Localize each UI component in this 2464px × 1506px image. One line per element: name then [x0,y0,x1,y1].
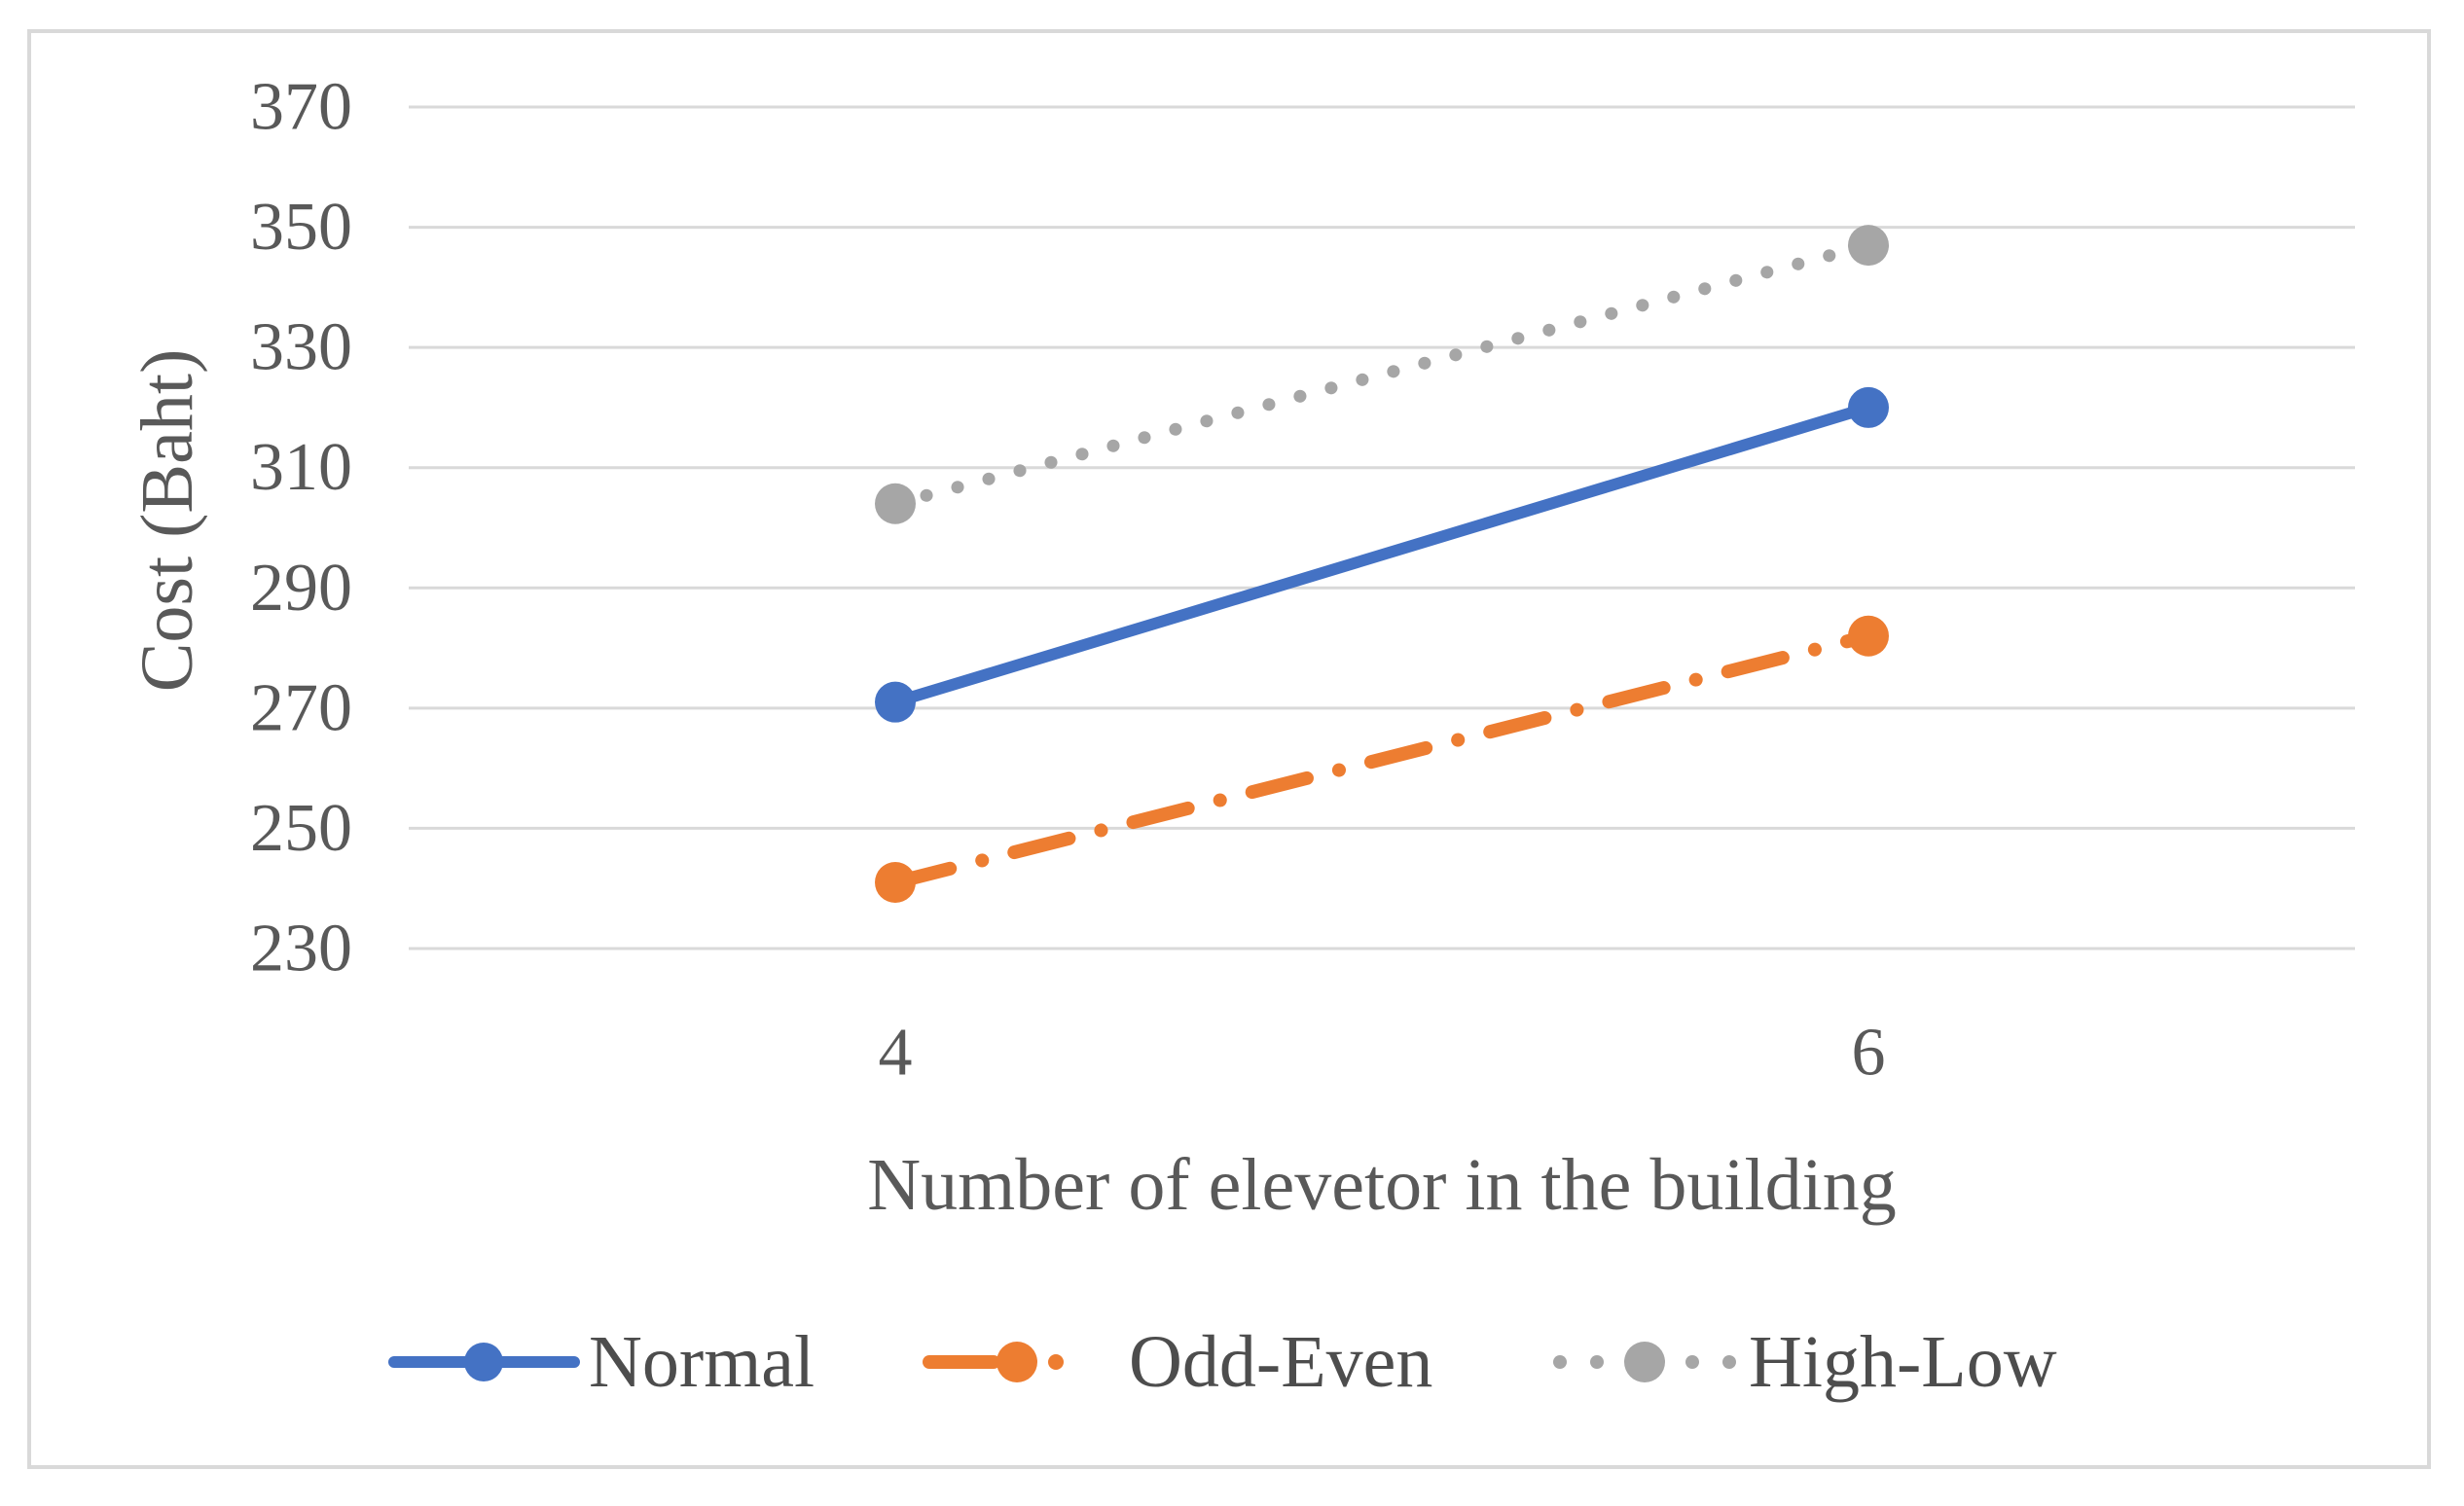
gridlines [409,105,2355,950]
data-point-marker-odd-even [875,862,916,904]
series-line-odd-even [888,628,1875,890]
series-lines [875,225,1889,904]
legend-dot [1048,1354,1064,1370]
y-tick-label: 250 [250,791,352,866]
y-tick-label: 330 [250,310,352,385]
y-tick-label: 350 [250,190,352,265]
legend-label-high-low: High-Low [1749,1321,2057,1403]
y-tick-label: 270 [250,670,352,745]
series-line-high-low [888,238,1875,511]
figure-border [27,29,2431,1469]
legend-dot [1722,1355,1736,1369]
y-axis-title: Cost (Baht) [127,349,208,693]
legend-marker [1624,1342,1665,1382]
legend-dot [1685,1355,1699,1369]
legend-dot [1590,1355,1604,1369]
x-tick-label: 6 [1852,1016,1886,1091]
y-tick-label: 290 [250,551,352,626]
legend-dot [1553,1355,1567,1369]
y-tick-label: 230 [250,912,352,986]
y-tick-label: 370 [250,70,352,145]
legend-label-odd-even: Odd-Even [1129,1321,1432,1403]
legend-marker [464,1343,503,1381]
legend-item-high-low: High-Low [1553,1321,2057,1403]
data-point-marker-high-low [1848,225,1889,267]
y-axis-tick-labels: 230 250 270 290 310 330 350 370 [250,70,352,986]
x-tick-label: 4 [879,1016,913,1091]
legend-marker [996,1342,1037,1382]
legend-swatch-normal [388,1343,580,1381]
legend: Normal Odd-Even High-Low [388,1321,2057,1403]
data-point-marker-normal [875,681,916,723]
data-point-marker-normal [1848,386,1889,428]
y-tick-label: 310 [250,430,352,505]
x-axis-title: Number of elevetor in the building [867,1144,1896,1226]
data-point-marker-odd-even [1848,615,1889,657]
legend-swatch-high-low [1553,1342,1736,1382]
data-point-marker-high-low [875,483,916,524]
series-line-normal [889,401,1874,708]
legend-swatch-odd-even [923,1342,1064,1382]
legend-item-normal: Normal [388,1321,815,1403]
legend-item-odd-even: Odd-Even [923,1321,1432,1403]
legend-label-normal: Normal [589,1321,815,1403]
